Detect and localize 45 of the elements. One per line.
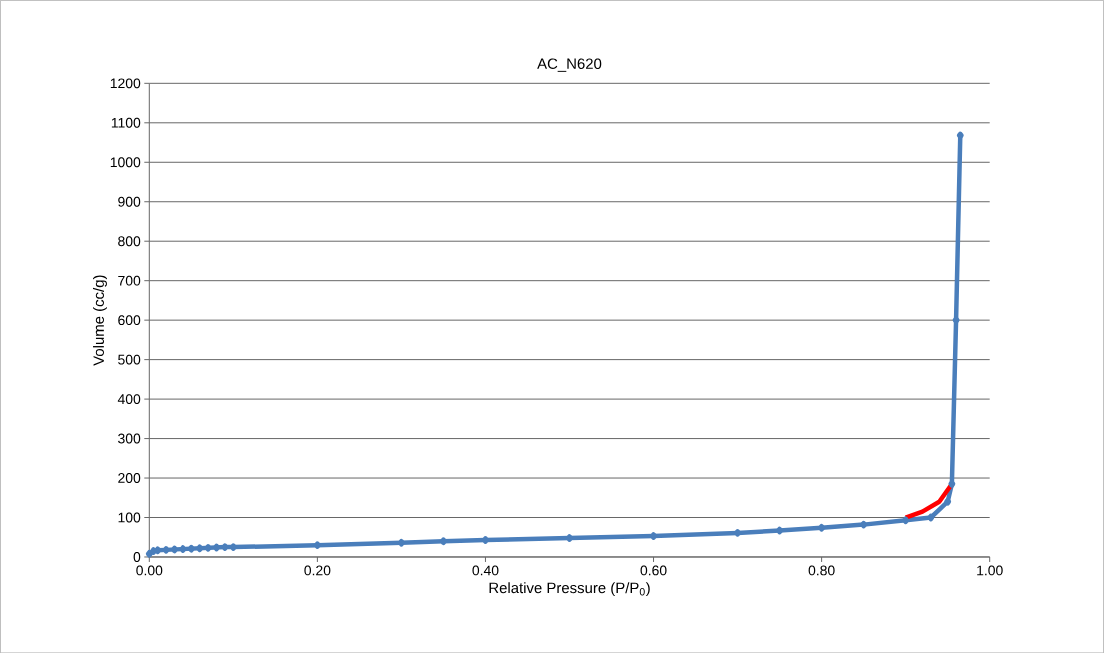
- y-tick-label: 500: [118, 354, 141, 365]
- point: [150, 547, 157, 555]
- y-tick-label: 100: [118, 512, 141, 523]
- point: [145, 549, 153, 558]
- point: [818, 523, 826, 532]
- y-tick-label: 700: [118, 275, 141, 286]
- point: [952, 316, 960, 324]
- point: [162, 545, 170, 554]
- point: [482, 536, 489, 544]
- point: [566, 534, 573, 542]
- point: [776, 526, 784, 535]
- point: [650, 532, 657, 540]
- point: [927, 513, 935, 522]
- point: [179, 545, 187, 553]
- point: [196, 544, 204, 552]
- point: [187, 544, 195, 553]
- y-tick-label: 400: [117, 393, 141, 404]
- point: [229, 543, 237, 551]
- point: [439, 537, 447, 545]
- chart-title: AC_N620: [537, 58, 602, 72]
- x-tick-label: 0.80: [808, 565, 835, 576]
- x-tick-label: 1.00: [977, 565, 1003, 576]
- point: [860, 520, 868, 529]
- point: [902, 516, 910, 524]
- x-tick-label: 0.00: [136, 565, 163, 576]
- x-tick-label: 0.60: [640, 565, 667, 576]
- x-tick-label: 0.20: [304, 565, 331, 576]
- x-axis-title: Relative Pressure (P/P$_{0}$): [489, 582, 650, 596]
- y-tick-label: 0: [133, 551, 141, 562]
- y-tick-label: 300: [118, 433, 141, 444]
- y-tick-label: 1000: [110, 157, 141, 168]
- x-tick-label: 0.40: [472, 565, 499, 576]
- y-tick-label: 600: [118, 315, 141, 325]
- point: [944, 497, 952, 506]
- y-tick-label: 1100: [111, 117, 141, 128]
- point: [154, 546, 162, 554]
- y-tick-label: 1200: [110, 78, 141, 89]
- y-axis-title: Volume (cc/g): [93, 275, 107, 366]
- point: [221, 543, 229, 551]
- point: [171, 545, 178, 554]
- point: [213, 543, 220, 552]
- point: [204, 543, 212, 552]
- y-tick-label: 800: [118, 236, 141, 246]
- y-tick-label: 900: [118, 196, 141, 207]
- y-tick-label: 200: [118, 472, 141, 483]
